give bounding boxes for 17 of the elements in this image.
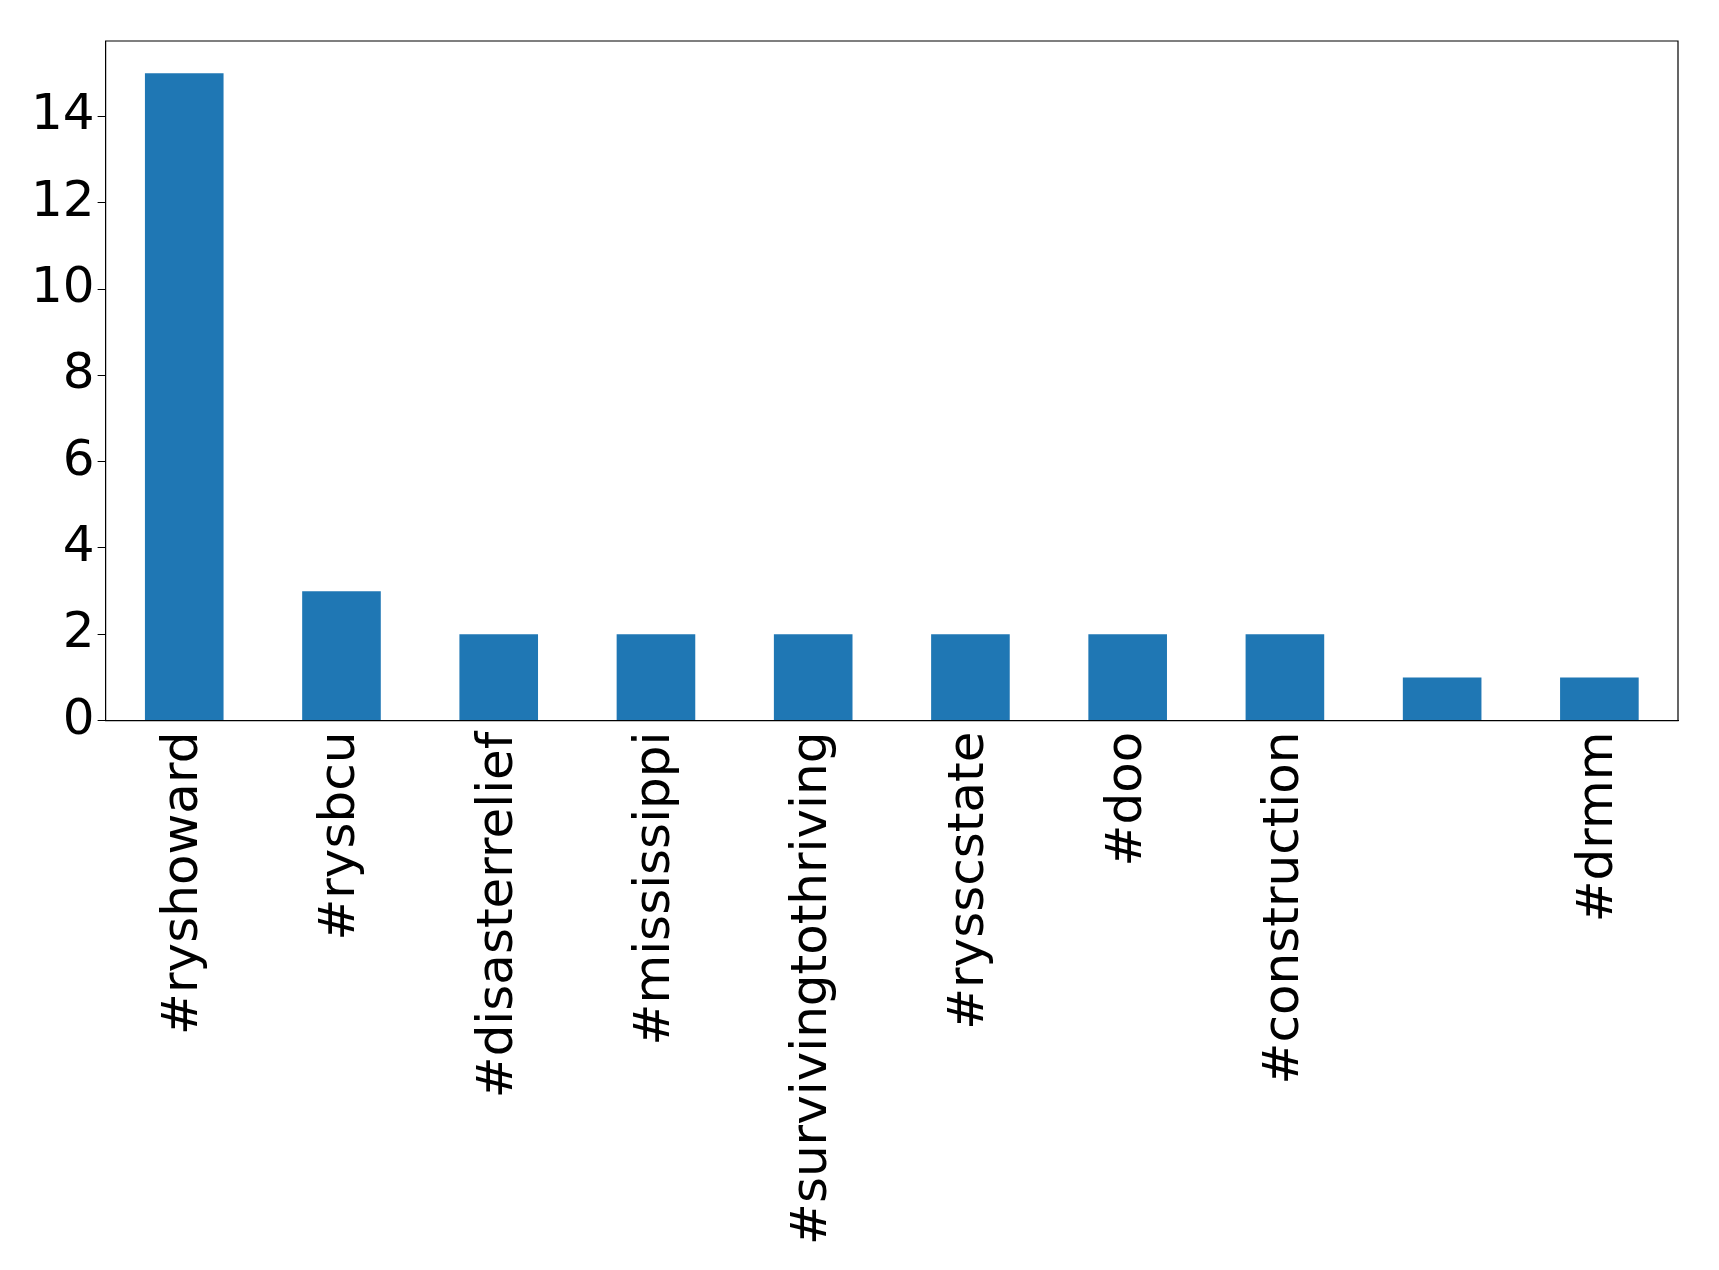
y-tick-label: 12 — [31, 169, 95, 228]
y-tick-label: 4 — [62, 514, 95, 573]
x-tick-label: #ryshoward — [151, 731, 210, 1035]
x-tick-label: #drmm — [1566, 731, 1625, 923]
y-tick-label: 2 — [62, 601, 95, 660]
y-tick-label: 0 — [62, 687, 95, 746]
y-tick-label: 6 — [62, 428, 95, 487]
y-tick-label: 14 — [31, 83, 95, 142]
x-tick-label: #rysscstate — [937, 731, 996, 1030]
x-tick-label: #construction — [1251, 731, 1310, 1085]
x-tick-label: #survivingtothriving — [780, 731, 839, 1246]
x-tick-label: #disasterrelief — [465, 730, 524, 1099]
x-tick-label: #doo — [1094, 731, 1153, 867]
y-tick-label: 8 — [62, 342, 95, 401]
x-tick-label: #mississippi — [622, 731, 681, 1046]
y-tick-label: 10 — [31, 256, 95, 315]
x-tick-label: #rysbcu — [308, 731, 367, 941]
